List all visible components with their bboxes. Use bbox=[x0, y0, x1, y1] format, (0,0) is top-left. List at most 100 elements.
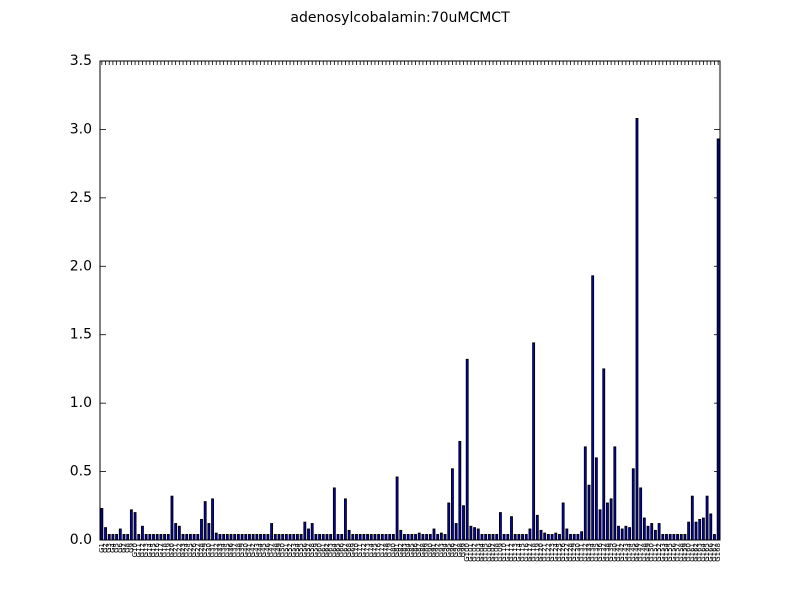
x-tick-label: G148 bbox=[640, 543, 648, 562]
x-tick-label: G158 bbox=[677, 543, 685, 562]
x-tick-label: G90 bbox=[426, 543, 434, 557]
x-tick-label: G19 bbox=[164, 543, 172, 557]
x-tick-label: G92 bbox=[434, 543, 442, 557]
x-tick-label: G79 bbox=[386, 543, 394, 557]
x-tick-label: G8 bbox=[124, 543, 132, 553]
x-tick-label: G37 bbox=[231, 543, 239, 557]
x-tick-label: G168 bbox=[714, 543, 722, 562]
bar bbox=[340, 534, 344, 541]
bar bbox=[185, 534, 189, 541]
bar bbox=[137, 534, 141, 541]
bar bbox=[358, 534, 362, 541]
bar bbox=[661, 534, 665, 541]
bar bbox=[554, 532, 558, 541]
bar bbox=[141, 525, 144, 541]
x-tick-label: G102 bbox=[471, 543, 479, 562]
x-tick-label: G122 bbox=[544, 543, 552, 562]
bar bbox=[716, 138, 720, 541]
bar bbox=[207, 523, 211, 541]
x-tick-label: G74 bbox=[367, 542, 375, 557]
x-tick-label: G2 bbox=[102, 543, 110, 553]
bar bbox=[214, 532, 218, 541]
x-tick-label: G31 bbox=[209, 543, 217, 557]
bar bbox=[170, 495, 174, 541]
bar bbox=[546, 534, 550, 541]
x-tick-label: G135 bbox=[592, 543, 600, 562]
bar bbox=[159, 534, 163, 541]
bar bbox=[196, 534, 200, 541]
x-tick-label: G40 bbox=[242, 543, 250, 557]
bar bbox=[713, 534, 716, 541]
x-tick-label: G81 bbox=[393, 543, 401, 557]
bar bbox=[277, 534, 281, 541]
bar bbox=[380, 534, 384, 541]
x-tick-label: G24 bbox=[183, 542, 191, 557]
bar bbox=[270, 523, 274, 541]
x-tick-label: G121 bbox=[541, 543, 549, 562]
x-tick-label: G152 bbox=[655, 543, 663, 562]
bar bbox=[517, 534, 521, 541]
bar bbox=[613, 446, 617, 541]
x-tick-label: G50 bbox=[279, 543, 287, 557]
bar bbox=[598, 509, 602, 541]
x-tick-label: G22 bbox=[175, 543, 183, 557]
bar bbox=[126, 534, 130, 541]
bar bbox=[561, 502, 565, 541]
x-tick-label: G58 bbox=[308, 543, 316, 557]
bar bbox=[591, 275, 595, 541]
bar bbox=[148, 534, 152, 541]
x-tick-label: G72 bbox=[360, 543, 368, 557]
bar bbox=[594, 457, 598, 541]
x-tick-label: G114 bbox=[515, 542, 523, 561]
bar bbox=[687, 521, 691, 541]
bar bbox=[222, 534, 226, 541]
x-tick-label: G140 bbox=[611, 543, 619, 562]
bar bbox=[174, 523, 178, 541]
bar bbox=[155, 534, 159, 541]
bar bbox=[314, 534, 318, 541]
x-tick-label: G103 bbox=[474, 543, 482, 562]
x-tick-label: G123 bbox=[548, 543, 556, 562]
bar bbox=[539, 529, 543, 541]
x-tick-label: G18 bbox=[161, 543, 169, 557]
bar bbox=[351, 534, 355, 541]
x-tick-label: G5 bbox=[113, 543, 121, 553]
x-tick-label: G129 bbox=[570, 543, 578, 562]
bar bbox=[705, 495, 709, 541]
bar bbox=[188, 534, 192, 541]
bar bbox=[569, 534, 572, 541]
x-tick-label: G160 bbox=[685, 543, 693, 562]
bar bbox=[296, 534, 299, 541]
x-tick-label: G120 bbox=[537, 543, 545, 562]
x-tick-label: G130 bbox=[574, 543, 582, 562]
x-tick-label: G36 bbox=[227, 542, 235, 557]
x-tick-label: G7 bbox=[120, 543, 128, 553]
bar bbox=[410, 534, 414, 541]
bar bbox=[646, 525, 650, 541]
x-tick-label: G137 bbox=[600, 543, 608, 562]
y-tick-label: 0.5 bbox=[70, 464, 92, 480]
x-tick-label: G167 bbox=[710, 543, 718, 562]
x-tick-label: G96 bbox=[448, 542, 456, 557]
x-tick-label: G21 bbox=[172, 543, 180, 557]
bar bbox=[166, 534, 170, 541]
x-tick-label: G10 bbox=[131, 543, 139, 557]
bar bbox=[122, 534, 126, 541]
bar bbox=[104, 527, 107, 541]
bar bbox=[487, 534, 491, 541]
x-tick-label: G147 bbox=[637, 543, 645, 562]
x-tick-label: G111 bbox=[504, 543, 512, 562]
x-tick-label: G41 bbox=[245, 543, 253, 557]
bar bbox=[288, 534, 292, 541]
x-tick-label: G38 bbox=[234, 543, 242, 557]
bar bbox=[701, 517, 705, 541]
bar bbox=[129, 509, 133, 541]
bar bbox=[107, 534, 111, 541]
bar bbox=[347, 529, 351, 541]
bar bbox=[236, 534, 240, 541]
bar bbox=[310, 523, 314, 541]
bar bbox=[369, 534, 373, 541]
x-tick-label: G48 bbox=[271, 543, 279, 557]
x-tick-label: G155 bbox=[666, 543, 674, 562]
